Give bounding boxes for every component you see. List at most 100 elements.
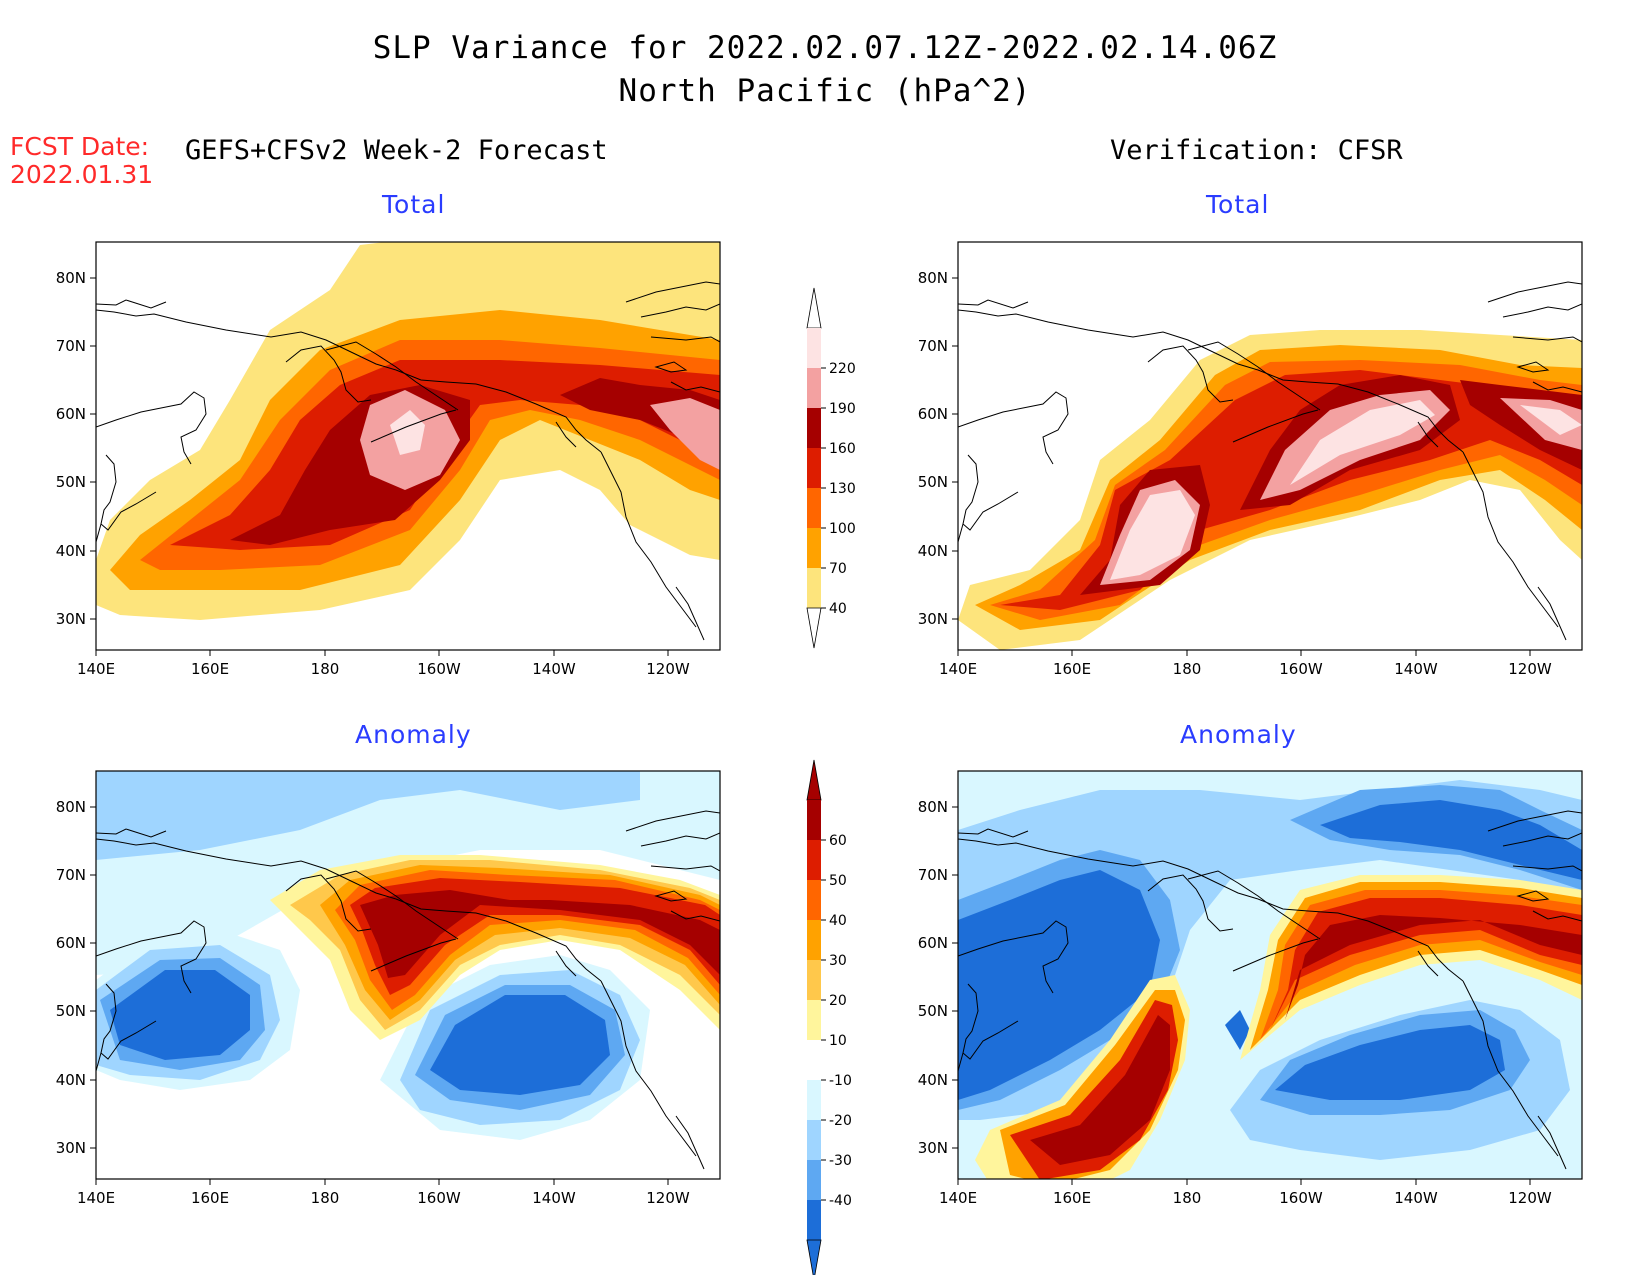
lon-tick-label: 160W — [417, 1189, 461, 1207]
colorbar-label: -30 — [829, 1153, 852, 1169]
colorbar-label: 50 — [829, 873, 847, 889]
colorbar-label: 70 — [829, 561, 847, 577]
panel-title-forecast-anomaly: Anomaly — [355, 720, 472, 749]
lat-tick-label: 80N — [56, 269, 86, 287]
figure-subtitle: North Pacific (hPa^2) — [618, 73, 1032, 109]
lat-tick-label: 60N — [56, 934, 86, 952]
lat-tick-label: 30N — [56, 610, 86, 628]
colorbar-label: 20 — [829, 993, 847, 1009]
colorbar-label: 40 — [829, 601, 847, 617]
lon-tick-label: 140W — [1394, 1189, 1438, 1207]
colorbar-segment — [807, 448, 821, 488]
colorbar-label: 30 — [829, 953, 847, 969]
lon-tick-label: 120W — [646, 660, 690, 678]
lat-tick-label: 50N — [918, 1002, 948, 1020]
lon-tick-label: 140W — [1394, 660, 1438, 678]
colorbar-triangle-bottom — [806, 607, 822, 649]
lat-tick-label: 50N — [56, 473, 86, 491]
colorbar-label: 160 — [829, 441, 856, 457]
colorbar-label: 100 — [829, 521, 856, 537]
lon-tick-label: 120W — [1508, 660, 1552, 678]
fcst-date: 2022.01.31 — [10, 160, 154, 189]
colorbar-segment — [807, 488, 821, 528]
verification-total-map — [957, 241, 1583, 651]
lat-tick-label: 30N — [918, 1139, 948, 1157]
fcst-label: FCST Date: — [10, 132, 150, 161]
colorbar-segment — [807, 1120, 821, 1160]
colorbar-segment — [807, 1200, 821, 1240]
colorbar-segment — [807, 1000, 821, 1040]
colorbar-label: 40 — [829, 913, 847, 929]
colorbar-triangle-top — [806, 287, 822, 329]
lat-tick-label: 30N — [56, 1139, 86, 1157]
colorbar-triangle-bottom — [806, 1239, 822, 1275]
colorbar-segment — [807, 960, 821, 1000]
lon-tick-label: 160E — [191, 1189, 229, 1207]
lat-tick-label: 50N — [56, 1002, 86, 1020]
lat-tick-label: 70N — [56, 337, 86, 355]
colorbar-segment — [807, 920, 821, 960]
lon-tick-label: 140W — [532, 1189, 576, 1207]
colorbars-layer: 220 190 160 130 100 70 40 60 50 40 30 20 10 -10 -20 -30… — [806, 287, 856, 1275]
colorbar-label: 10 — [829, 1033, 847, 1049]
colorbar-label: -20 — [829, 1113, 852, 1129]
lon-tick-label: 160W — [1279, 660, 1323, 678]
lat-tick-label: 60N — [56, 405, 86, 423]
lat-tick-label: 80N — [918, 798, 948, 816]
lon-tick-label: 180 — [311, 660, 340, 678]
lat-tick-label: 80N — [918, 269, 948, 287]
colorbar-segment — [807, 800, 821, 840]
colorbar-label: 220 — [829, 361, 856, 377]
colorbar-segment — [807, 1160, 821, 1200]
colorbar-label: 190 — [829, 401, 856, 417]
forecast-total-map — [95, 241, 721, 651]
lat-tick-label: 70N — [918, 337, 948, 355]
colorbar-segment — [807, 840, 821, 880]
forecast-header: GEFS+CFSv2 Week-2 Forecast — [185, 135, 608, 166]
lon-tick-label: 180 — [311, 1189, 340, 1207]
lon-tick-label: 160W — [417, 660, 461, 678]
colorbar-segment — [807, 880, 821, 920]
colorbar-total: 220 190 160 130 100 70 40 — [806, 287, 856, 649]
colorbar-label: 60 — [829, 833, 847, 849]
colorbar-anomaly: 60 50 40 30 20 10 -10 -20 -30 -40 — [806, 759, 852, 1275]
lat-tick-label: 70N — [918, 866, 948, 884]
lon-tick-label: 160E — [191, 660, 229, 678]
lat-tick-label: 80N — [56, 798, 86, 816]
axes-layer: 140E 160E 180 160W 140W 120W 80N 70N 60N 50N 40N 30… — [56, 269, 1552, 1207]
lat-tick-label: 70N — [56, 866, 86, 884]
lon-tick-label: 120W — [646, 1189, 690, 1207]
lat-tick-label: 60N — [918, 405, 948, 423]
verification-anomaly-map — [957, 770, 1583, 1180]
colorbar-label: 130 — [829, 481, 856, 497]
lon-tick-label: 140E — [939, 660, 977, 678]
colorbar-label: -10 — [829, 1073, 852, 1089]
panel-title-verification-anomaly: Anomaly — [1180, 720, 1297, 749]
colorbar-segment — [807, 368, 821, 408]
lat-tick-label: 60N — [918, 934, 948, 952]
forecast-anomaly-map — [95, 770, 721, 1180]
colorbar-label: -40 — [829, 1193, 852, 1209]
colorbar-segment — [807, 568, 821, 608]
lon-tick-label: 140W — [532, 660, 576, 678]
colorbar-segment — [807, 328, 821, 368]
colorbar-triangle-top — [806, 759, 822, 801]
colorbar-segment — [807, 1080, 821, 1120]
lon-tick-label: 140E — [77, 1189, 115, 1207]
lon-tick-label: 140E — [939, 1189, 977, 1207]
colorbar-segment — [807, 528, 821, 568]
lon-tick-label: 120W — [1508, 1189, 1552, 1207]
lon-tick-label: 160E — [1053, 1189, 1091, 1207]
colorbar-segment — [807, 1040, 821, 1080]
panel-title-forecast-total: Total — [382, 190, 446, 219]
lon-tick-label: 140E — [77, 660, 115, 678]
lat-tick-label: 40N — [918, 542, 948, 560]
lon-tick-label: 180 — [1173, 1189, 1202, 1207]
lon-tick-label: 180 — [1173, 660, 1202, 678]
lon-tick-label: 160W — [1279, 1189, 1323, 1207]
panel-title-verification-total: Total — [1206, 190, 1270, 219]
lat-tick-label: 50N — [918, 473, 948, 491]
colorbar-segment — [807, 408, 821, 448]
lat-tick-label: 40N — [56, 542, 86, 560]
